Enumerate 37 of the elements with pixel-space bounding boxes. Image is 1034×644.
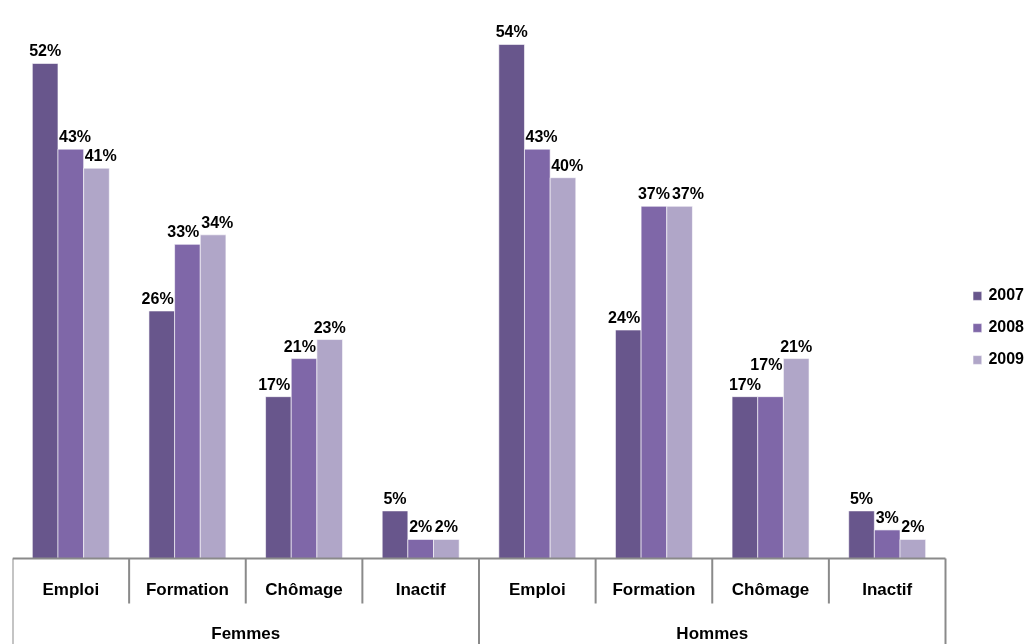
data-label: 33% — [167, 223, 200, 241]
legend-label: 2008 — [988, 318, 1024, 336]
x-tick-label: Chômage — [265, 580, 343, 599]
data-label: 17% — [750, 356, 783, 374]
data-label: 37% — [671, 185, 704, 203]
data-label: 43% — [58, 128, 92, 146]
x-tick-label: Emploi — [42, 580, 100, 599]
x-tick-label: Chômage — [731, 580, 810, 599]
data-label: 34% — [201, 213, 234, 231]
x-tick-label: Emploi — [508, 580, 566, 599]
data-label: 5% — [383, 489, 407, 507]
legend-label: 2007 — [988, 286, 1024, 304]
data-label: 54% — [495, 23, 528, 41]
text: Hommes — [676, 624, 749, 643]
data-label: 43% — [525, 128, 558, 146]
x-tick-label: Inactif — [862, 580, 913, 599]
data-label: 37% — [637, 185, 670, 203]
data-label: 23% — [313, 318, 346, 336]
data-label: 21% — [283, 337, 316, 355]
data-label: 41% — [84, 147, 117, 165]
data-label: 3% — [875, 508, 899, 526]
data-label: 2% — [901, 518, 925, 536]
data-label: 52% — [29, 42, 62, 60]
x-tick-label: Inactif — [395, 580, 447, 599]
text: Femmes — [211, 624, 281, 643]
legend-label: 2009 — [988, 350, 1024, 368]
data-label: 5% — [849, 489, 874, 507]
data-label: 40% — [551, 156, 584, 174]
data-label: 2% — [409, 518, 433, 536]
data-label: 24% — [608, 309, 641, 327]
data-label: 17% — [258, 375, 291, 393]
data-label: 21% — [780, 337, 813, 355]
data-label: 26% — [141, 289, 174, 307]
data-label: 2% — [434, 518, 458, 536]
x-tick-label: Formation — [612, 580, 696, 599]
data-label: 17% — [728, 375, 761, 393]
x-tick-label: Formation — [145, 580, 229, 599]
